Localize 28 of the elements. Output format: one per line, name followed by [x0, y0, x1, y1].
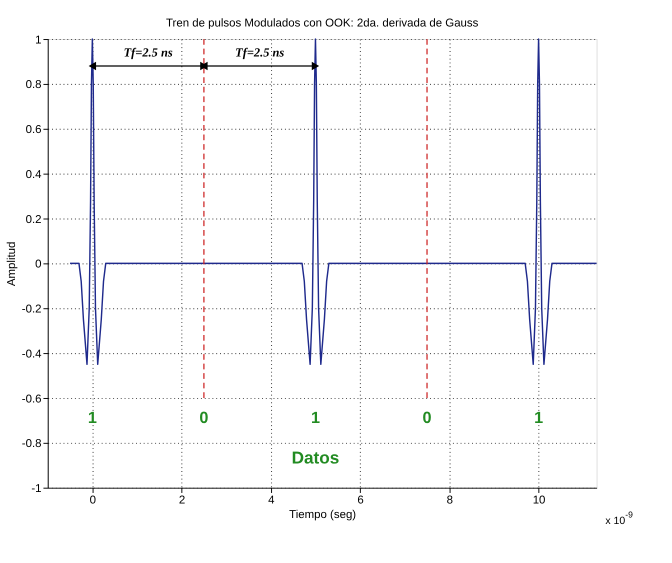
y-tick-label: -1 [31, 483, 42, 495]
x-tick-label: 0 [90, 494, 96, 506]
y-tick-label: 0 [35, 258, 42, 271]
annotation: 1 [310, 408, 320, 427]
x-tick-label: 4 [268, 494, 276, 506]
y-tick-label: -0.6 [22, 393, 42, 406]
x-axis-title: Tiempo (seg) [289, 508, 356, 521]
y-tick-label: 0.6 [26, 124, 42, 136]
y-tick-label: -0.8 [22, 438, 42, 450]
x-tick-label: 6 [357, 494, 364, 506]
y-tick-label: -0.2 [22, 304, 42, 316]
y-axis-title: Amplitud [6, 242, 18, 286]
annotation: 0 [422, 408, 432, 427]
y-tick-label: 0.8 [26, 79, 42, 92]
annotation: Tf=2.5 ns [235, 45, 284, 60]
annotation: Datos [292, 447, 340, 468]
x-tick-label: 10 [532, 494, 546, 506]
y-tick-label: 0.4 [26, 168, 42, 181]
annotation: 1 [88, 408, 97, 427]
chart-title: Tren de pulsos Modulados con OOK: 2da. derivada de Gauss [166, 18, 479, 30]
x-tick-label: 2 [178, 494, 186, 506]
y-tick-label: 0.2 [26, 214, 42, 226]
annotation: 1 [534, 408, 544, 427]
annotation: Tf=2.5 ns [124, 45, 173, 60]
x-tick-label: 8 [446, 494, 453, 506]
y-tick-label: 1 [35, 34, 42, 46]
annotation: 0 [199, 408, 208, 427]
y-tick-label: -0.4 [22, 348, 42, 360]
